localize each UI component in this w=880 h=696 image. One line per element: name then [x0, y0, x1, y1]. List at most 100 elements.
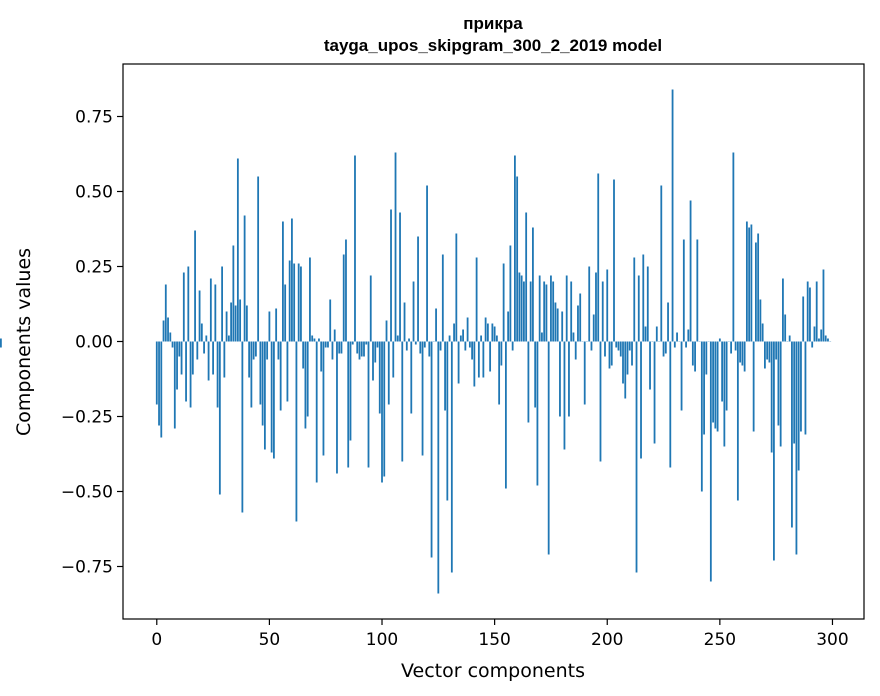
bar [554, 302, 557, 342]
bar [381, 341, 383, 483]
bar [250, 341, 253, 408]
bar [687, 329, 690, 342]
bar [257, 176, 260, 342]
bar [169, 332, 172, 342]
bar [205, 335, 208, 342]
bar [394, 152, 397, 342]
bar [757, 233, 760, 342]
bar [743, 341, 746, 372]
bar [187, 266, 190, 342]
bar [329, 299, 332, 342]
bar [392, 341, 395, 378]
bar [811, 341, 814, 348]
bar [304, 341, 307, 429]
bar [468, 341, 471, 348]
bar [653, 341, 656, 444]
bar [227, 335, 230, 342]
bar [268, 311, 271, 342]
bar [162, 320, 165, 342]
bar [705, 341, 708, 375]
bar [610, 341, 613, 366]
bar [455, 233, 458, 342]
bar [538, 275, 541, 342]
bar [273, 341, 275, 459]
bar [340, 341, 343, 354]
bar [412, 281, 415, 342]
bar [270, 341, 273, 453]
bar [712, 341, 714, 423]
bar [754, 242, 757, 342]
bar [640, 341, 642, 459]
bar [545, 284, 548, 342]
bar [167, 317, 169, 342]
bar [642, 254, 645, 342]
bar [779, 341, 782, 447]
bar [360, 341, 363, 357]
bar [378, 341, 381, 414]
bar [827, 338, 829, 342]
bar [243, 215, 246, 342]
x-tick-label: 200 [591, 630, 623, 650]
bar [191, 341, 194, 375]
bar [572, 332, 575, 342]
bar [286, 341, 289, 402]
bar [435, 308, 437, 342]
bar [315, 341, 318, 483]
bar [570, 281, 573, 342]
bar [252, 341, 255, 360]
bar [534, 341, 537, 408]
bar [795, 341, 798, 555]
bars-group [0, 89, 832, 594]
bar [673, 341, 676, 348]
bar [590, 341, 593, 351]
bar [793, 341, 796, 444]
bar [367, 341, 370, 468]
bar [430, 341, 433, 558]
bar [417, 236, 419, 342]
bar [218, 341, 221, 495]
bar [342, 254, 345, 342]
bar [462, 329, 464, 342]
bar [536, 341, 539, 486]
bar [200, 323, 203, 342]
bar [556, 308, 559, 342]
bar [245, 305, 248, 342]
bar [437, 341, 440, 594]
bar [216, 341, 219, 408]
bar [473, 341, 476, 387]
bar [410, 341, 413, 414]
bar [700, 341, 703, 492]
bar [617, 341, 620, 351]
bar [300, 266, 302, 342]
bar [723, 341, 726, 447]
bar [401, 341, 404, 462]
bar [428, 341, 431, 357]
bar [313, 338, 316, 342]
bar [541, 332, 543, 342]
bar [155, 341, 158, 405]
bar [516, 176, 519, 342]
bar [196, 341, 199, 360]
y-axis: −0.75 −0.50 −0.25 0.00 0.25 0.50 0.75 [61, 108, 123, 578]
bar [532, 227, 534, 342]
bar [426, 185, 428, 342]
bar [509, 245, 512, 342]
bar [448, 335, 451, 342]
bar [500, 341, 503, 366]
bar [527, 341, 530, 423]
bar [568, 341, 570, 417]
bar [597, 173, 600, 342]
bar [293, 263, 296, 342]
bar [363, 341, 365, 357]
bar [622, 341, 624, 384]
bar [383, 341, 386, 477]
bar [182, 272, 185, 342]
bar [160, 341, 163, 438]
bar [225, 311, 228, 342]
bar [759, 299, 762, 342]
bar [491, 323, 494, 342]
bar [284, 284, 287, 342]
bar [295, 341, 298, 522]
bar [635, 341, 638, 573]
